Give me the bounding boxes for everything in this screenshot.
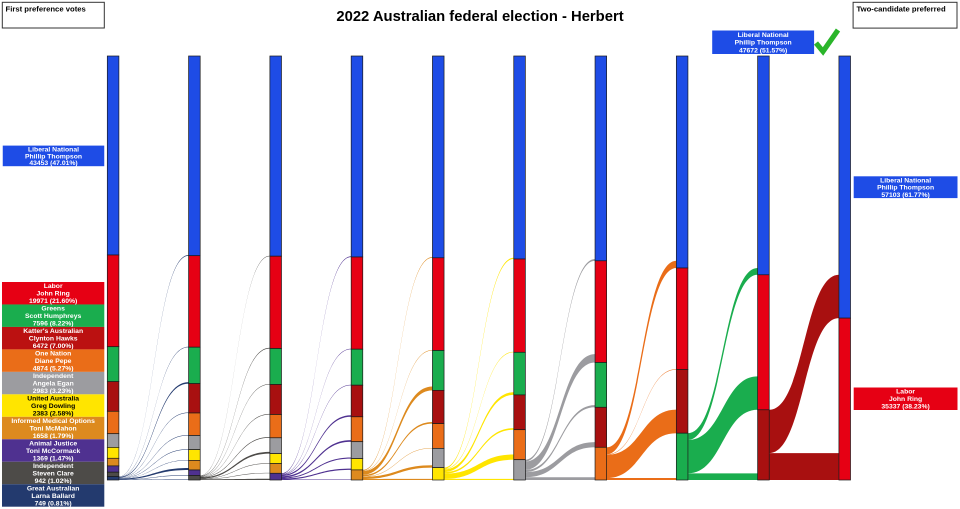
svg-text:57103 (61.77%): 57103 (61.77%) bbox=[881, 192, 929, 199]
svg-text:Labor: Labor bbox=[896, 389, 915, 396]
svg-text:Informed Medical Options: Informed Medical Options bbox=[11, 418, 95, 425]
svg-text:Scott Humphreys: Scott Humphreys bbox=[25, 313, 81, 320]
svg-text:2022 Australian federal electi: 2022 Australian federal election - Herbe… bbox=[336, 9, 623, 25]
svg-text:Liberal National: Liberal National bbox=[880, 177, 931, 184]
svg-text:43453 (47.01%): 43453 (47.01%) bbox=[29, 160, 77, 167]
svg-text:47672 (51.57%): 47672 (51.57%) bbox=[739, 48, 787, 55]
svg-text:Steven Clare: Steven Clare bbox=[33, 470, 74, 477]
svg-text:Greg Dowling: Greg Dowling bbox=[31, 403, 75, 410]
svg-text:Great Australian: Great Australian bbox=[27, 485, 80, 492]
svg-text:Liberal National: Liberal National bbox=[738, 32, 789, 39]
svg-text:942 (1.02%): 942 (1.02%) bbox=[35, 478, 72, 485]
svg-text:Liberal National: Liberal National bbox=[28, 146, 79, 153]
svg-text:Diane Pepe: Diane Pepe bbox=[35, 358, 72, 365]
svg-text:Phillip Thompson: Phillip Thompson bbox=[25, 153, 82, 160]
svg-text:1369 (1.47%): 1369 (1.47%) bbox=[33, 455, 74, 462]
svg-text:One Nation: One Nation bbox=[35, 351, 71, 358]
svg-text:6472 (7.00%): 6472 (7.00%) bbox=[33, 343, 74, 350]
svg-text:Independent: Independent bbox=[33, 463, 74, 470]
svg-text:Labor: Labor bbox=[44, 283, 63, 290]
svg-text:Phillip Thompson: Phillip Thompson bbox=[877, 185, 934, 192]
svg-text:Two-candidate preferred: Two-candidate preferred bbox=[857, 5, 946, 14]
svg-text:35337 (38.23%): 35337 (38.23%) bbox=[881, 404, 929, 411]
svg-text:19971 (21.60%): 19971 (21.60%) bbox=[29, 298, 77, 305]
svg-text:First preference votes: First preference votes bbox=[6, 5, 86, 14]
svg-text:Clynton Hawks: Clynton Hawks bbox=[29, 336, 78, 343]
svg-text:7596 (8.22%): 7596 (8.22%) bbox=[33, 321, 74, 328]
svg-text:Animal Justice: Animal Justice bbox=[29, 440, 77, 447]
svg-text:4874 (5.27%): 4874 (5.27%) bbox=[33, 366, 74, 373]
svg-text:2983 (3.23%): 2983 (3.23%) bbox=[33, 388, 74, 395]
svg-text:Toni McMahon: Toni McMahon bbox=[30, 426, 77, 433]
svg-text:John Ring: John Ring bbox=[889, 396, 922, 403]
svg-text:Phillip Thompson: Phillip Thompson bbox=[735, 40, 792, 47]
svg-text:2383 (2.58%): 2383 (2.58%) bbox=[33, 411, 74, 418]
svg-text:Larna Ballard: Larna Ballard bbox=[31, 493, 74, 500]
svg-text:Katter's Australian: Katter's Australian bbox=[23, 328, 83, 335]
svg-text:749 (0.81%): 749 (0.81%) bbox=[35, 500, 72, 507]
svg-text:Angela Egan: Angela Egan bbox=[33, 381, 74, 388]
svg-text:Independent: Independent bbox=[33, 373, 74, 380]
svg-text:John Ring: John Ring bbox=[37, 291, 70, 298]
svg-text:Toni McCormack: Toni McCormack bbox=[26, 448, 80, 455]
svg-text:1658 (1.79%): 1658 (1.79%) bbox=[33, 433, 74, 440]
svg-text:United Australia: United Australia bbox=[27, 396, 79, 403]
svg-text:Greens: Greens bbox=[41, 306, 65, 313]
